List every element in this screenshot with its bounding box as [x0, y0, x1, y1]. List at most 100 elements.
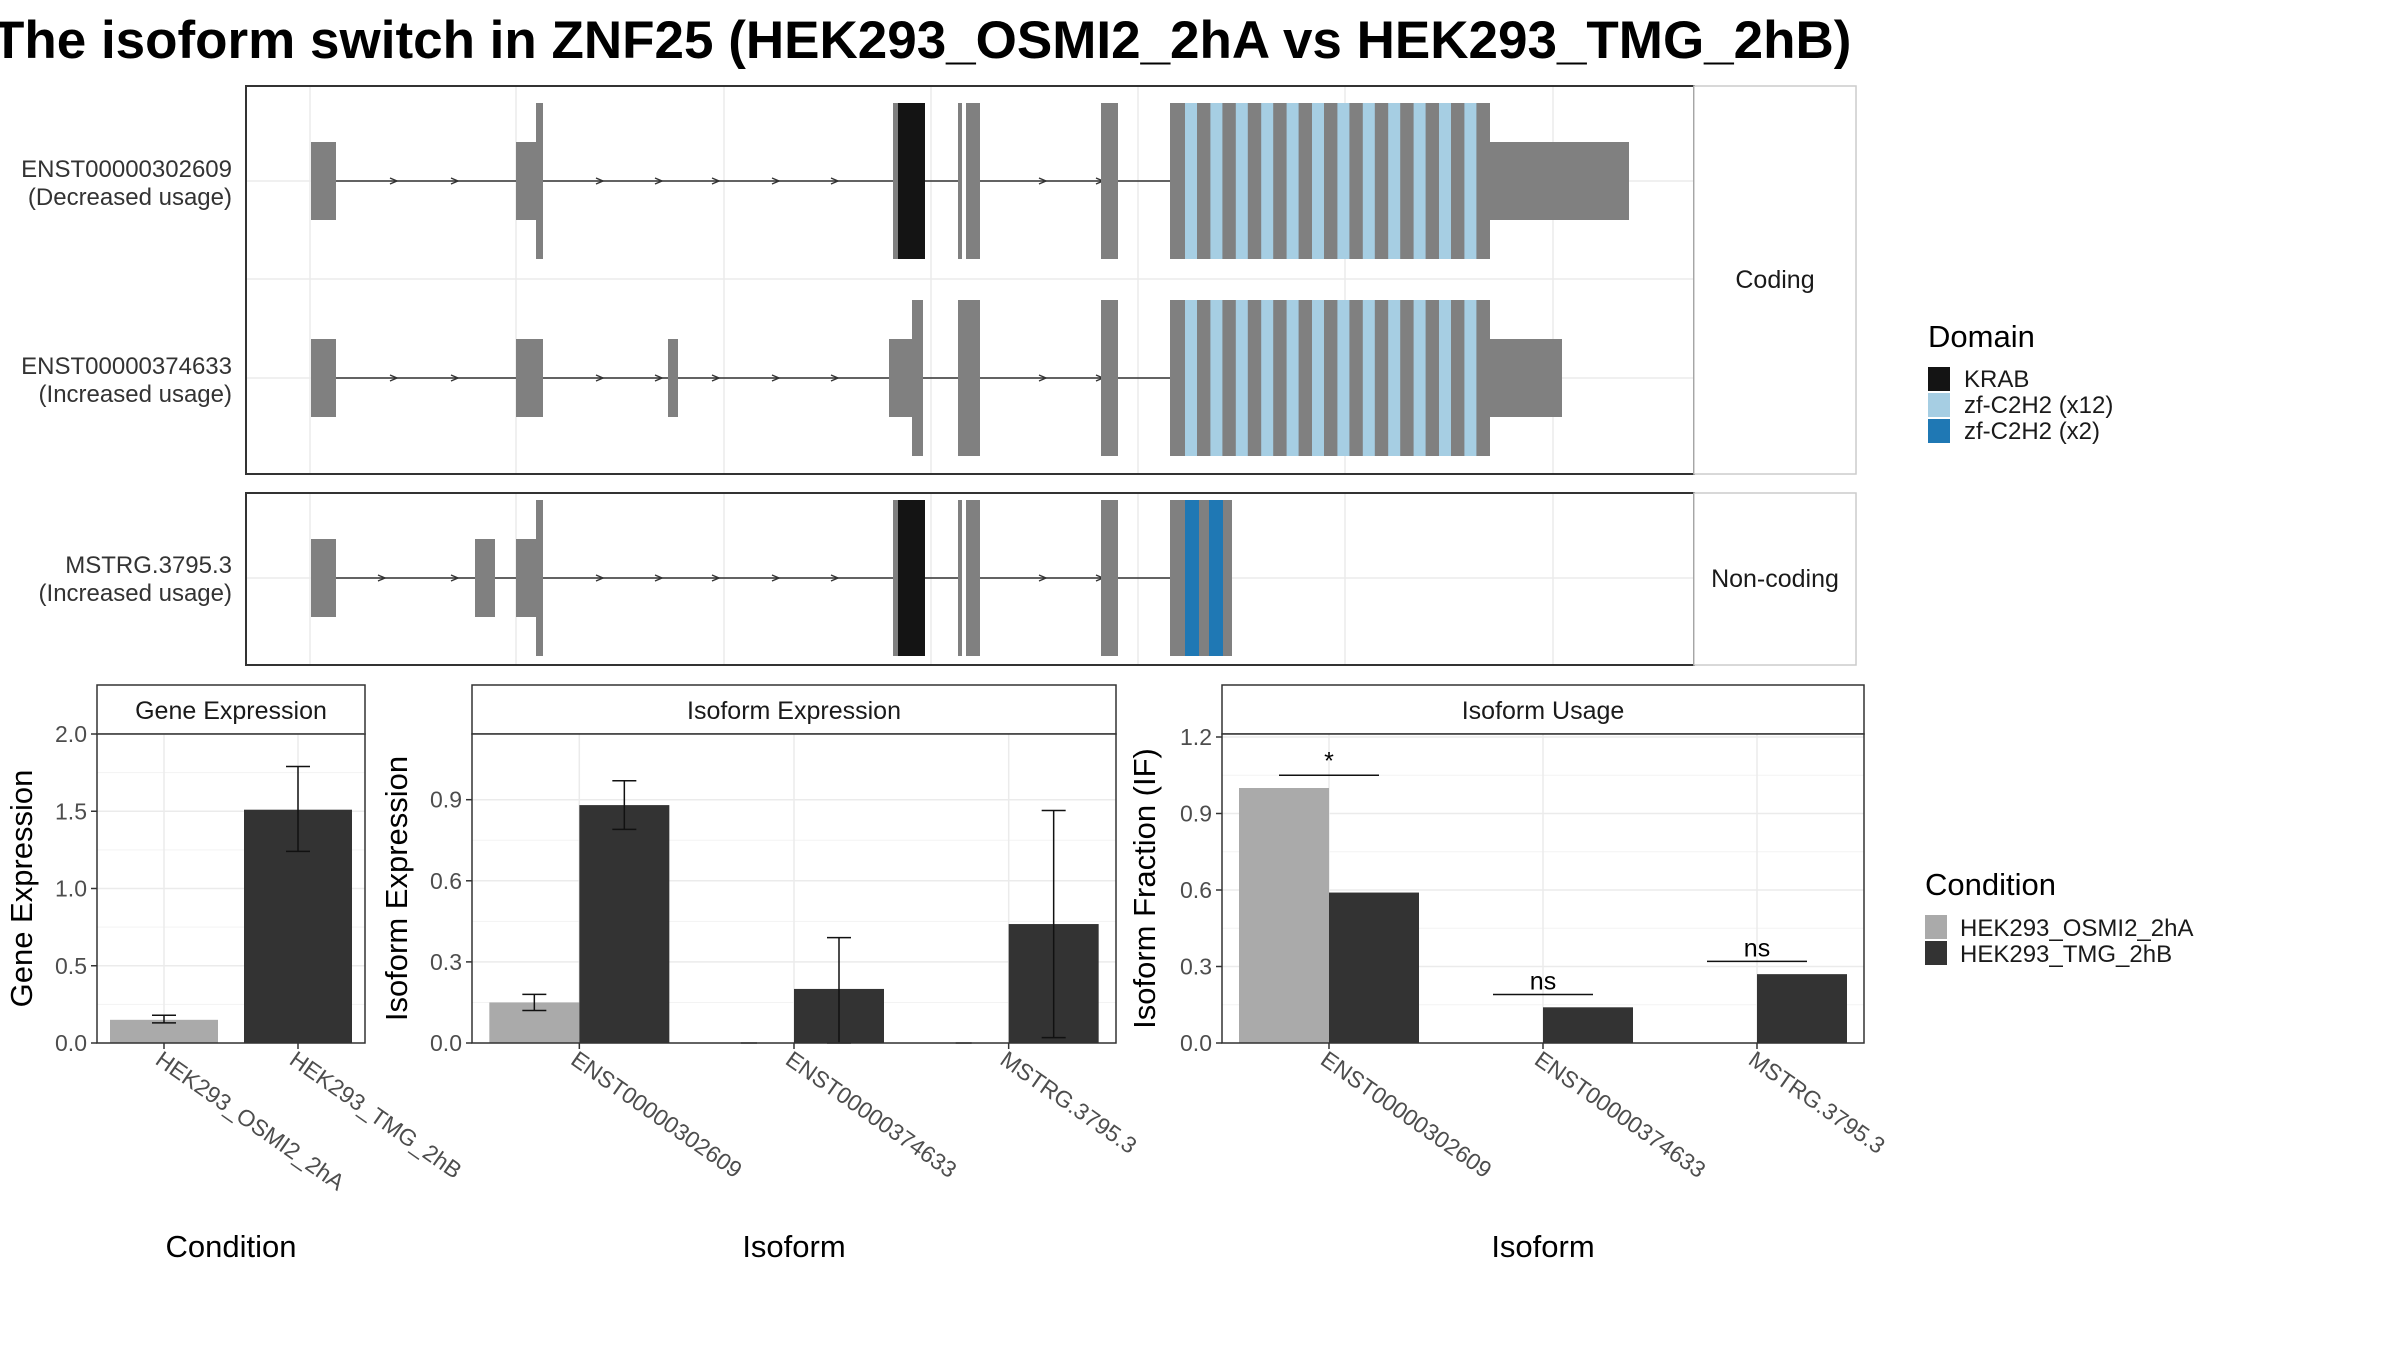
isoform-usage-panel-xtick-label-0: ENST00000302609	[1316, 1046, 1496, 1183]
isoform-usage-panel: Isoform Usage 0.0 0.3 0.6 0.9 1.2 ENST00000302…	[1127, 684, 1890, 1264]
transcript-label-2-id: ENST00000374633	[21, 353, 232, 380]
gene-expression-panel-ytick-label-1: 0.5	[55, 953, 87, 979]
isoform-usage-panel-ylabel: Isoform Fraction (IF)	[1127, 748, 1162, 1029]
legend-swatch-zf-c2h2-x2	[1928, 419, 1950, 443]
strand-arrow-2-0	[389, 374, 399, 382]
strand-arrow-2-1	[450, 374, 460, 382]
domain-legend-title: Domain	[1928, 319, 2035, 354]
gene-expression-panel-ylabel: Gene Expression	[4, 770, 39, 1008]
exon-3-1	[475, 539, 495, 617]
gene-expression-panel-ytick-label-3: 1.5	[55, 798, 87, 824]
isoform-expression-panel-ytick-label-0: 0.0	[430, 1030, 462, 1056]
domain-1-7	[1312, 103, 1324, 259]
isoform-expression-panel: Isoform Expression 0.0 0.3 0.6 0.9 ENST000003…	[379, 684, 1142, 1264]
legend-label-osmi2: HEK293_OSMI2_2hA	[1960, 915, 2193, 942]
exon-2-5	[958, 300, 980, 456]
legend-label-zf-c2h2-x12: zf-C2H2 (x12)	[1964, 392, 2113, 419]
transcript-label-2-usage: (Increased usage)	[39, 381, 232, 408]
noncoding-strip	[1693, 492, 1857, 666]
exon-3-2	[516, 539, 536, 617]
isoform-usage-panel-bar-s1-c2	[1757, 974, 1847, 1043]
domain-2-11	[1464, 300, 1477, 456]
domain-1-10	[1388, 103, 1401, 259]
coding-transcript-tracks	[311, 103, 1629, 456]
domain-1-11	[1413, 103, 1426, 259]
isoform-usage-panel-strip	[1221, 684, 1865, 735]
transcript-label-1-id: ENST00000302609	[21, 156, 232, 183]
domain-2-5	[1312, 300, 1324, 456]
domain-1-9	[1362, 103, 1375, 259]
legend-label-tmg: HEK293_TMG_2hB	[1960, 941, 2172, 968]
gene-expression-panel-errorbar-s0-c0	[152, 1014, 176, 1024]
isoform-expression-panel-xtick-label-0: ENST00000302609	[566, 1046, 746, 1183]
strand-arrow-2-2	[595, 374, 605, 382]
legend-swatch-osmi2	[1925, 915, 1947, 939]
gene-expression-panel-errorbar-s0-c1	[286, 765, 310, 853]
strand-arrow-1-0	[389, 177, 399, 185]
isoform-usage-panel-bar-s1-c0	[1329, 892, 1419, 1043]
domain-2-1	[1210, 300, 1223, 456]
strand-arrow-3-1	[450, 574, 460, 582]
isoform-expression-panel-ytick-label-2: 0.6	[430, 868, 462, 894]
domain-1-6	[1286, 103, 1299, 259]
domain-2-6	[1337, 300, 1350, 456]
exon-2-3	[889, 339, 912, 417]
gene-expression-panel-strip	[96, 684, 366, 735]
strand-arrow-3-3	[654, 574, 664, 582]
strand-arrow-1-1	[450, 177, 460, 185]
strand-arrow-3-5	[771, 574, 781, 582]
strand-arrow-1-7	[1038, 177, 1048, 185]
transcript-label-1-usage: (Decreased usage)	[28, 184, 232, 211]
gene-expression-panel-xlabel: Condition	[166, 1229, 297, 1264]
gene-expression-panel-frame	[96, 733, 366, 1044]
legend-swatch-zf-c2h2-x12	[1928, 393, 1950, 417]
exon-2-0	[311, 339, 336, 417]
exon-2-8	[1490, 339, 1562, 417]
transcript-label-3-id: MSTRG.3795.3	[65, 552, 232, 579]
isoform-usage-panel-bar-s1-c1	[1543, 1007, 1633, 1043]
domain-3-3	[1209, 500, 1223, 656]
isoform-expression-panel-xtick-label-2: MSTRG.3795.3	[996, 1046, 1142, 1159]
exon-1-7	[1490, 142, 1629, 220]
domain-1-3	[1210, 103, 1223, 259]
legend-swatch-tmg	[1925, 941, 1947, 965]
domain-1-1	[962, 103, 966, 259]
isoform-usage-panel-ytick-label-2: 0.6	[1180, 877, 1212, 903]
isoform-expression-panel-errorbar-s1-c2	[1041, 809, 1066, 1039]
strand-arrow-1-3	[654, 177, 664, 185]
domain-2-7	[1362, 300, 1375, 456]
exon-1-6	[1170, 103, 1490, 259]
domain-3-1	[962, 500, 966, 656]
exon-2-7	[1170, 300, 1490, 456]
gene-expression-panel-ytick-label-0: 0.0	[55, 1030, 87, 1056]
coding-structure-panel: Coding ENST00000302609 (Decreased usage)…	[21, 85, 1857, 475]
isoform-expression-panel-bar-s1-c0	[579, 805, 670, 1043]
exon-1-1	[516, 142, 536, 220]
gene-expression-panel-ytick-label-4: 2.0	[55, 721, 87, 747]
isoform-expression-panel-ylabel: Isoform Expression	[379, 756, 414, 1021]
exon-3-6	[1101, 500, 1118, 656]
domain-2-2	[1235, 300, 1248, 456]
isoform-expression-panel-ytick-label-3: 0.9	[430, 787, 462, 813]
domain-2-9	[1413, 300, 1426, 456]
transcript-label-3-usage: (Increased usage)	[39, 580, 232, 607]
exon-1-0	[311, 142, 336, 220]
isoform-usage-panel-sig-label-2: ns	[1744, 934, 1770, 962]
domain-2-8	[1388, 300, 1401, 456]
isoform-usage-panel-ytick-label-3: 0.9	[1180, 801, 1212, 827]
strand-arrow-3-4	[711, 574, 721, 582]
strand-arrow-3-7	[1038, 574, 1048, 582]
noncoding-structure-panel: Non-coding MSTRG.3795.3 (Increased usage…	[39, 492, 1857, 666]
isoform-usage-panel-frame	[1221, 733, 1865, 1044]
domain-3-0	[898, 500, 925, 656]
noncoding-strip-label: Non-coding	[1711, 565, 1839, 593]
strand-arrow-2-6	[830, 374, 840, 382]
isoform-expression-panel-errorbar-s1-c0	[612, 780, 637, 831]
isoform-expression-panel-strip-label: Isoform Expression	[687, 697, 901, 725]
condition-legend: Condition HEK293_OSMI2_2hA HEK293_TMG_2h…	[1925, 867, 2193, 968]
isoform-usage-panel-bar-s0-c0	[1239, 788, 1329, 1043]
strand-arrow-2-4	[711, 374, 721, 382]
exon-3-5	[958, 500, 980, 656]
domain-1-5	[1261, 103, 1274, 259]
